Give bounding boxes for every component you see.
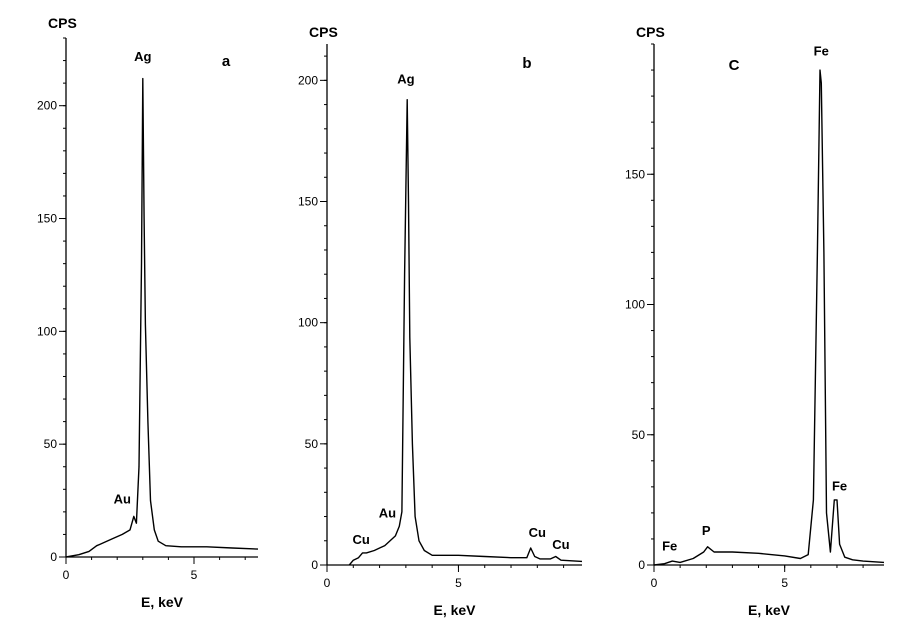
peak-label: Fe xyxy=(662,539,677,554)
peak-label: Au xyxy=(379,505,396,520)
peak-label: Cu xyxy=(529,525,546,540)
y-tick-label: 50 xyxy=(305,437,319,451)
x-axis-title: E, keV xyxy=(433,602,476,618)
chart-panel-b: 0 50 100 150 200 0 5 CPS E, keV b Ag Au Cu Cu Cu xyxy=(298,24,583,618)
peak-label: Au xyxy=(114,491,131,506)
x-tick-label: 0 xyxy=(324,576,331,590)
spectrum-line xyxy=(65,77,259,558)
x-axis-title: E, keV xyxy=(141,594,184,610)
x-tick-label: 0 xyxy=(651,576,658,590)
peak-label: Ag xyxy=(134,49,151,64)
y-tick-label: 150 xyxy=(625,167,645,181)
x-tick-label: 5 xyxy=(191,568,198,582)
y-tick-label: 50 xyxy=(632,428,646,442)
panel-label: C xyxy=(729,57,740,74)
y-tick-label: 0 xyxy=(311,558,318,572)
y-axis-title: CPS xyxy=(48,15,77,31)
panel-label: b xyxy=(522,55,531,72)
spectrum-line xyxy=(348,99,583,566)
y-axis-title: CPS xyxy=(309,24,338,40)
x-tick-label: 5 xyxy=(781,576,788,590)
y-tick-label: 200 xyxy=(298,73,318,87)
y-tick-label: 50 xyxy=(44,437,58,451)
peak-label: Ag xyxy=(397,72,414,87)
panel-label: a xyxy=(222,53,231,70)
y-tick-label: 150 xyxy=(37,212,57,226)
x-tick-label: 0 xyxy=(63,568,70,582)
y-axis-title: CPS xyxy=(636,24,665,40)
peak-label: Fe xyxy=(814,44,829,59)
x-tick-label: 5 xyxy=(455,576,462,590)
chart-panel-c: 0 50 100 150 0 5 CPS E, keV C Fe Fe P Fe xyxy=(625,24,885,618)
y-tick-label: 150 xyxy=(298,195,318,209)
spectrum-line xyxy=(653,69,885,566)
peak-label: P xyxy=(702,523,711,538)
peak-label: Cu xyxy=(552,537,569,552)
chart-panel-a: 0 50 100 150 200 0 5 CPS E, keV a Ag Au xyxy=(37,15,259,610)
y-tick-label: 100 xyxy=(37,324,57,338)
x-axis-title: E, keV xyxy=(748,602,791,618)
y-tick-label: 0 xyxy=(638,558,645,572)
peak-label: Cu xyxy=(353,532,370,547)
peak-label: Fe xyxy=(832,479,847,494)
y-tick-label: 0 xyxy=(50,550,57,564)
y-tick-label: 200 xyxy=(37,99,57,113)
y-tick-label: 100 xyxy=(625,298,645,312)
y-tick-label: 100 xyxy=(298,316,318,330)
